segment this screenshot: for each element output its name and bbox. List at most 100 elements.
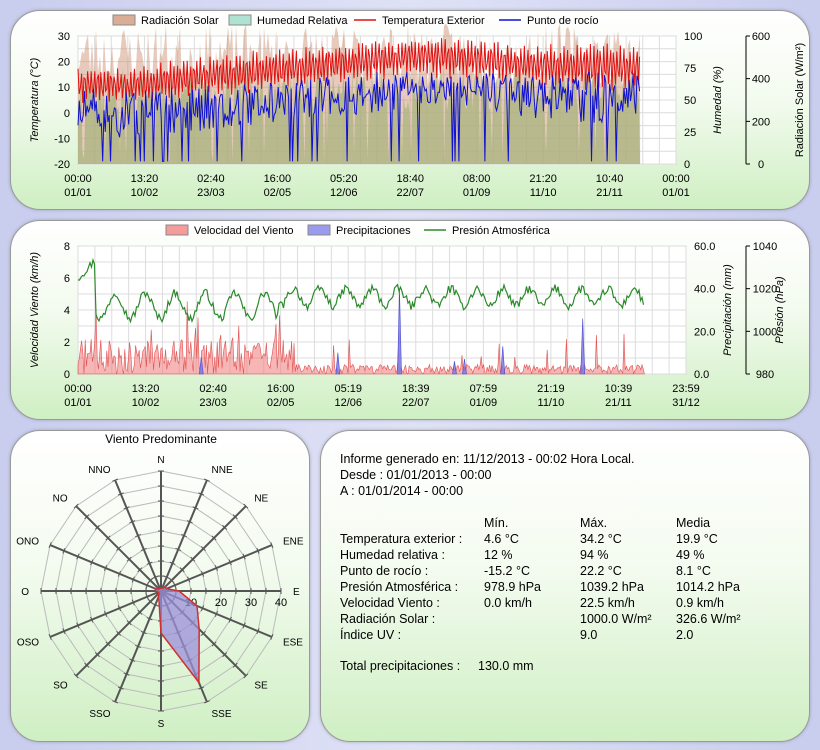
radar-spoke-tick <box>179 567 185 573</box>
x-tick-label: 01/09 <box>463 187 491 199</box>
x-tick-label: 13:20 <box>132 383 160 395</box>
y-tick-label-humidity: 75 <box>684 63 696 75</box>
row-max: 34.2 °C <box>580 532 622 546</box>
x-tick-label: 22/07 <box>396 187 424 199</box>
x-tick-label: 00:00 <box>64 173 92 185</box>
row-min: 4.6 °C <box>484 532 519 546</box>
radar-spoke-tick <box>152 575 159 579</box>
radar-spoke-tick <box>163 575 170 579</box>
row-avg: 0.9 km/h <box>676 596 724 610</box>
rain-peak <box>452 361 457 375</box>
radar-spoke-tick <box>140 630 147 635</box>
x-tick-label: 12/06 <box>334 397 362 409</box>
row-max: 94 % <box>580 548 609 562</box>
y-axis-title-pressure: Presión (hPa) <box>774 276 786 344</box>
row-avg: 2.0 <box>676 628 694 642</box>
row-max: 9.0 <box>580 628 598 642</box>
radar-spoke-tick <box>73 673 79 679</box>
row-min: 978.9 hPa <box>484 580 541 594</box>
radar-spoke-tick <box>145 593 149 600</box>
x-tick-label: 16:00 <box>264 173 292 185</box>
radar-spoke-tick <box>137 567 143 573</box>
radar-spoke-tick <box>211 535 217 541</box>
y-tick-label-rain: 60.0 <box>694 241 715 253</box>
radar-spoke-tick <box>145 582 149 589</box>
header-min: Mín. <box>484 516 509 530</box>
radar-spoke-tick <box>222 524 228 530</box>
x-tick-label: 16:00 <box>267 383 295 395</box>
radar-spoke-tick <box>135 644 142 649</box>
x-tick-label: 05:19 <box>334 383 362 395</box>
radar-spoke-tick <box>62 547 66 554</box>
radar-spoke-tick <box>112 478 119 482</box>
chart-title: Viento Predominante <box>105 432 217 446</box>
x-tick-label: 23/03 <box>199 397 227 409</box>
radar-spoke-tick <box>243 503 249 509</box>
radar-spoke-tick <box>48 633 52 640</box>
radar-spoke-tick <box>169 577 175 583</box>
radar-spoke-tick <box>256 628 260 635</box>
y-tick-label-temperature: 30 <box>58 31 70 43</box>
direction-label: NNE <box>212 465 233 476</box>
row-max: 22.5 km/h <box>580 596 635 610</box>
direction-label: ONO <box>16 536 39 547</box>
pressure-line <box>77 257 645 324</box>
x-tick-label: 10:40 <box>596 173 624 185</box>
radar-spoke-tick <box>203 700 210 704</box>
x-tick-label: 21:20 <box>529 173 557 185</box>
header-avg: Media <box>676 516 711 530</box>
radar-spoke-tick <box>126 620 132 626</box>
radar-spoke-tick <box>186 520 193 524</box>
legend-swatch <box>228 14 252 26</box>
dewpoint-line <box>77 71 641 162</box>
rain-peak <box>500 346 506 375</box>
legend-label: Punto de rocío <box>527 15 599 27</box>
wind-rose: Viento Predominante N NNE NE ENE E ESE SE SSE S SS… <box>16 432 304 730</box>
x-tick-label: 13:20 <box>131 173 159 185</box>
radar-spoke-tick <box>62 628 66 635</box>
row-label: Presión Atmosférica : <box>340 580 459 594</box>
direction-label: SO <box>53 680 68 691</box>
y-tick-label-humidity: 0 <box>684 159 690 171</box>
x-tick-label: 23:59 <box>672 383 700 395</box>
y-tick-label-solar: 600 <box>752 31 770 43</box>
legend-swatch <box>112 14 136 26</box>
radar-spoke-tick <box>222 652 228 658</box>
y-tick-label-rain: 0.0 <box>694 369 709 381</box>
radar-spoke-tick <box>192 506 199 510</box>
radar-spoke-tick <box>200 570 205 577</box>
direction-label: SSE <box>212 709 232 720</box>
radar-spoke-tick <box>131 576 135 583</box>
radar-spoke-tick <box>169 561 176 565</box>
radar-spoke-tick <box>232 662 238 668</box>
radar-spoke-tick <box>116 630 122 636</box>
radar-spoke-tick <box>94 652 100 658</box>
y-tick-label-temperature: 0 <box>64 108 70 120</box>
radar-spoke-tick <box>129 520 136 524</box>
wind-speed-area <box>77 301 645 375</box>
y-tick-label-solar: 0 <box>758 159 764 171</box>
row-label: Humedad relativa : <box>340 548 445 562</box>
y-tick-label-solar: 400 <box>752 74 770 86</box>
y-tick-label-wind: 8 <box>64 241 70 253</box>
x-tick-label: 02/05 <box>264 187 292 199</box>
radar-spoke-tick <box>90 559 94 566</box>
x-tick-label: 10/02 <box>131 187 159 199</box>
radar-spoke-tick <box>90 616 94 623</box>
radar-spoke-tick <box>140 547 147 552</box>
radar-spoke-tick <box>103 610 108 617</box>
x-tick-label: 02:40 <box>199 383 227 395</box>
direction-label: ENE <box>283 536 304 547</box>
radar-spoke-tick <box>242 553 246 560</box>
y-tick-label-temperature: 20 <box>58 57 70 69</box>
legend-swatch <box>165 224 189 236</box>
y-tick-label-pressure: 980 <box>756 369 774 381</box>
wind-chart-panel: 8 6 4 2 0 60.0 40.0 20.0 0.0 1040 1020 1000 980 Veloc… <box>10 220 810 420</box>
radar-spoke-tick <box>200 546 206 552</box>
direction-label: N <box>157 455 164 466</box>
x-tick-label: 21:19 <box>537 383 565 395</box>
radar-spoke-tick <box>126 556 132 562</box>
row-label: Radiación Solar : <box>340 612 436 626</box>
radar-spoke-tick <box>116 546 122 552</box>
radar-spoke-tick <box>270 633 274 640</box>
